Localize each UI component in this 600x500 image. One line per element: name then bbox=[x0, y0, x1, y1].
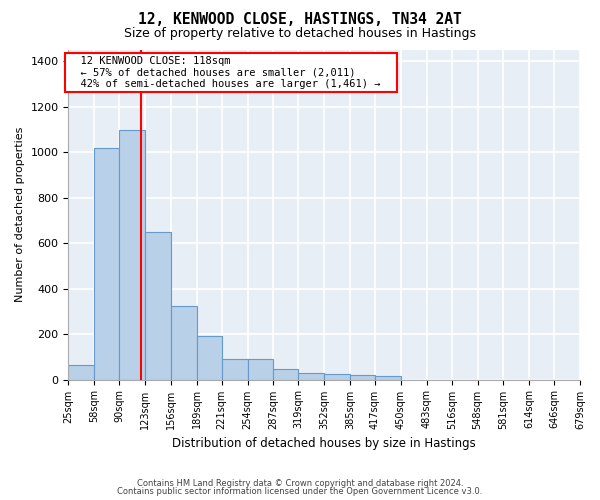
Bar bbox=[145, 232, 171, 380]
Bar bbox=[171, 306, 197, 380]
Bar bbox=[68, 365, 94, 380]
Bar bbox=[248, 359, 274, 380]
Bar bbox=[350, 376, 375, 380]
Text: Contains public sector information licensed under the Open Government Licence v3: Contains public sector information licen… bbox=[118, 487, 482, 496]
Bar bbox=[119, 130, 145, 380]
Text: Contains HM Land Registry data © Crown copyright and database right 2024.: Contains HM Land Registry data © Crown c… bbox=[137, 478, 463, 488]
Bar bbox=[274, 369, 298, 380]
X-axis label: Distribution of detached houses by size in Hastings: Distribution of detached houses by size … bbox=[172, 437, 476, 450]
Bar bbox=[222, 359, 248, 380]
Y-axis label: Number of detached properties: Number of detached properties bbox=[15, 127, 25, 302]
Bar bbox=[298, 373, 324, 380]
Bar bbox=[94, 148, 119, 380]
Bar bbox=[324, 374, 350, 380]
Bar bbox=[197, 336, 222, 380]
Text: 12, KENWOOD CLOSE, HASTINGS, TN34 2AT: 12, KENWOOD CLOSE, HASTINGS, TN34 2AT bbox=[138, 12, 462, 28]
Text: Size of property relative to detached houses in Hastings: Size of property relative to detached ho… bbox=[124, 28, 476, 40]
Bar bbox=[375, 376, 401, 380]
Text: 12 KENWOOD CLOSE: 118sqm  
  ← 57% of detached houses are smaller (2,011)  
  42: 12 KENWOOD CLOSE: 118sqm ← 57% of detach… bbox=[68, 56, 394, 90]
